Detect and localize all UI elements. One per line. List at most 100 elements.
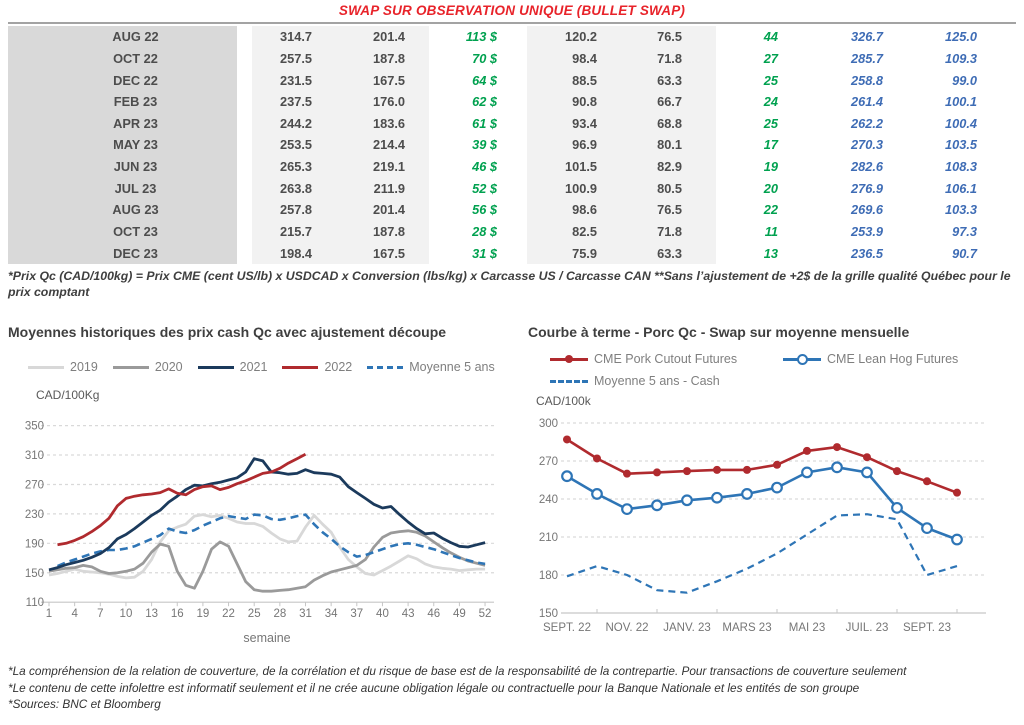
fwd-us-cell: 99.0 bbox=[952, 72, 977, 88]
cme-cash-cell: 68.8 bbox=[620, 112, 716, 135]
prix-qc-cell: 253.5 bbox=[252, 134, 340, 156]
month-cell: JUL 23 bbox=[8, 177, 237, 199]
legend-swatch bbox=[28, 365, 64, 369]
fwd-qc-cell: 236.5 bbox=[850, 245, 883, 261]
fwd-us-cell: 109.3 bbox=[944, 50, 977, 66]
month-cell: FEB 23 bbox=[8, 90, 237, 113]
usd-diff-cell: 64 $ bbox=[472, 72, 497, 88]
historical-prices-line-chart: 110 150 190 230 270 310 350 1 4 7 10 13 16 19 22 25 28 31… bbox=[25, 421, 494, 620]
legend-swatch bbox=[282, 365, 319, 369]
y-axis-unit-label: CAD/100k bbox=[536, 394, 591, 408]
fwd-us-cell: 125.0 bbox=[944, 29, 977, 45]
fwd-us-cell: 108.3 bbox=[944, 159, 977, 175]
legend-label: CME Pork Cutout Futures bbox=[594, 352, 738, 366]
cme-cutout-cell: 90.8 bbox=[527, 90, 620, 113]
pct-diff-cell: 25 bbox=[763, 72, 778, 88]
cme-cutout-cell: 75.9 bbox=[527, 242, 620, 264]
legend-label: 2020 bbox=[154, 360, 183, 374]
prix-qc-cell: 265.3 bbox=[252, 155, 340, 178]
column-spacer bbox=[237, 48, 252, 70]
cme-cash-cell: 66.7 bbox=[620, 90, 716, 113]
legend-item-moyenne-5-ans: Moyenne 5 ans bbox=[367, 360, 495, 374]
prix-cash-cell: 167.5 bbox=[340, 69, 429, 91]
cme-cash-cell: 71.8 bbox=[620, 47, 716, 70]
prix-cash-cell: 201.4 bbox=[340, 26, 429, 48]
cme-cutout-cell: 101.5 bbox=[527, 155, 620, 178]
svg-text:NOV. 22: NOV. 22 bbox=[605, 622, 648, 634]
prix-cash-cell: 183.6 bbox=[340, 112, 429, 135]
month-cell: AUG 22 bbox=[8, 26, 237, 48]
disclaimer-line: *La compréhension de la relation de couv… bbox=[8, 664, 907, 678]
svg-text:JANV. 23: JANV. 23 bbox=[663, 622, 711, 634]
svg-text:110: 110 bbox=[26, 597, 44, 609]
cme-cash-cell: 63.3 bbox=[620, 69, 716, 91]
usd-diff-cell: 39 $ bbox=[472, 137, 497, 153]
fwd-us-cell: 103.3 bbox=[944, 202, 977, 218]
prix-qc-cell: 198.4 bbox=[252, 242, 340, 264]
fwd-us-cell: 90.7 bbox=[952, 245, 977, 261]
svg-text:1: 1 bbox=[46, 608, 52, 620]
prix-qc-cell: 257.8 bbox=[252, 199, 340, 221]
chart-forward-curve: Courbe à terme - Porc Qc - Swap sur moye… bbox=[528, 324, 1024, 634]
svg-text:MAI 23: MAI 23 bbox=[789, 622, 825, 634]
svg-text:MARS 23: MARS 23 bbox=[722, 622, 771, 634]
svg-text:25: 25 bbox=[248, 608, 261, 620]
month-cell: DEC 22 bbox=[8, 69, 237, 91]
fwd-qc-cell: 326.7 bbox=[850, 29, 883, 45]
usd-diff-cell: 28 $ bbox=[472, 223, 497, 239]
legend-swatch bbox=[783, 353, 821, 365]
column-spacer bbox=[237, 134, 252, 156]
pct-diff-cell: 19 bbox=[763, 159, 778, 175]
svg-text:34: 34 bbox=[325, 608, 338, 620]
legend-label: 2019 bbox=[70, 360, 98, 374]
svg-text:JUIL. 23: JUIL. 23 bbox=[846, 622, 889, 634]
svg-text:13: 13 bbox=[145, 608, 158, 620]
chart-title: Courbe à terme - Porc Qc - Swap sur moye… bbox=[528, 324, 910, 340]
cme-cutout-cell: 88.5 bbox=[527, 69, 620, 91]
svg-text:31: 31 bbox=[299, 608, 312, 620]
table-footnote: *Prix Qc (CAD/100kg) = Prix CME (cent US… bbox=[8, 269, 1011, 299]
svg-text:4: 4 bbox=[71, 608, 78, 620]
chart-legend: CME Pork Cutout Futures CME Lean Hog Futu… bbox=[528, 352, 1024, 396]
fwd-qc-cell: 269.6 bbox=[850, 202, 883, 218]
column-spacer bbox=[237, 177, 252, 199]
legend-item-2022: 2022 bbox=[282, 360, 352, 374]
svg-text:300: 300 bbox=[539, 418, 558, 430]
legend-label: Moyenne 5 ans - Cash bbox=[594, 374, 720, 388]
column-spacer bbox=[237, 69, 252, 91]
month-cell: AUG 23 bbox=[8, 199, 237, 221]
chart-title: Moyennes historiques des prix cash Qc av… bbox=[8, 324, 447, 340]
svg-text:310: 310 bbox=[25, 450, 44, 462]
y-axis-unit-label: CAD/100Kg bbox=[36, 388, 100, 402]
chart-legend: 2019 2020 2021 2022 Moyenne 5 ans bbox=[28, 360, 495, 374]
svg-text:49: 49 bbox=[453, 608, 466, 620]
column-spacer bbox=[237, 199, 252, 221]
prix-cash-cell: 214.4 bbox=[340, 134, 429, 156]
svg-text:350: 350 bbox=[25, 421, 44, 433]
usd-diff-cell: 56 $ bbox=[472, 202, 497, 218]
legend-label: CME Lean Hog Futures bbox=[827, 352, 959, 366]
column-spacer bbox=[237, 242, 252, 264]
svg-text:210: 210 bbox=[539, 532, 558, 544]
fwd-us-cell: 103.5 bbox=[944, 137, 977, 153]
column-spacer bbox=[237, 91, 252, 113]
prix-cash-cell: 201.4 bbox=[340, 199, 429, 221]
fwd-qc-cell: 261.4 bbox=[850, 94, 883, 110]
prix-cash-cell: 167.5 bbox=[340, 242, 429, 264]
month-cell: APR 23 bbox=[8, 112, 237, 135]
svg-text:16: 16 bbox=[171, 608, 184, 620]
prix-cash-cell: 211.9 bbox=[340, 177, 429, 199]
disclaimer-line: *Le contenu de cette infolettre est info… bbox=[8, 680, 860, 695]
usd-diff-cell: 62 $ bbox=[472, 94, 497, 110]
svg-text:190: 190 bbox=[25, 538, 44, 550]
svg-text:SEPT. 22: SEPT. 22 bbox=[543, 622, 591, 634]
fwd-qc-cell: 262.2 bbox=[850, 115, 883, 131]
prix-qc-cell: 215.7 bbox=[252, 220, 340, 243]
prix-qc-cell: 314.7 bbox=[252, 26, 340, 48]
prix-cash-cell: 219.1 bbox=[340, 155, 429, 178]
legend-label: 2022 bbox=[324, 360, 353, 374]
svg-text:230: 230 bbox=[25, 509, 44, 521]
svg-text:150: 150 bbox=[25, 568, 44, 580]
legend-swatch bbox=[367, 365, 404, 369]
